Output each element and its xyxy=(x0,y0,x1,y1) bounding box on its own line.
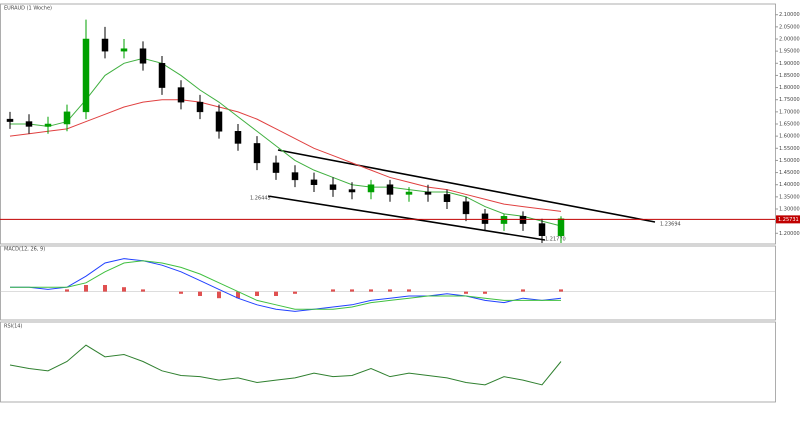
candle-body xyxy=(139,48,147,64)
y-tick-label: 1.20000 xyxy=(779,231,800,237)
candle-body xyxy=(272,162,280,173)
histogram-bar xyxy=(84,285,88,292)
macd-panel xyxy=(0,245,776,321)
histogram-bar xyxy=(179,291,183,294)
histogram-bar xyxy=(65,289,69,292)
candle-body xyxy=(234,131,242,144)
candle-body xyxy=(443,194,451,202)
candle-body xyxy=(310,179,318,185)
candle-body xyxy=(386,184,394,195)
y-tick-label: 1.45000 xyxy=(779,170,800,176)
candle-body xyxy=(253,143,261,164)
y-tick-label: 1.95000 xyxy=(779,49,800,55)
y-tick-label: 1.55000 xyxy=(779,146,800,152)
histogram-bar xyxy=(217,291,221,299)
candle-body xyxy=(538,223,546,236)
y-tick-label: 1.80000 xyxy=(779,85,800,91)
y-tick-label: 1.90000 xyxy=(779,61,800,67)
macd-title: MACD(12, 26, 9) xyxy=(4,247,45,253)
candle-body xyxy=(101,38,109,52)
signal-line xyxy=(10,260,561,310)
candle-body xyxy=(329,184,337,190)
candle-body xyxy=(405,191,413,195)
histogram-bar xyxy=(255,291,259,296)
candle-body xyxy=(291,172,299,181)
y-tick-label: 1.30000 xyxy=(779,207,800,213)
histogram-bar xyxy=(274,291,278,296)
y-tick-label: 2.00000 xyxy=(779,37,800,43)
candle-body xyxy=(177,87,185,103)
candle-body xyxy=(158,63,166,88)
candle-body xyxy=(557,218,565,236)
candle-body xyxy=(481,213,489,224)
histogram-bar xyxy=(331,289,335,292)
histogram-bar xyxy=(350,289,354,292)
candle-body xyxy=(500,216,508,224)
candle-body xyxy=(25,121,33,127)
histogram-bar xyxy=(293,291,297,294)
rsi-line xyxy=(9,344,562,386)
histogram-bar xyxy=(464,291,468,294)
y-tick-label: 2.05000 xyxy=(779,24,800,30)
price-label-box xyxy=(776,215,800,224)
y-tick-label: 1.40000 xyxy=(779,182,800,188)
histogram-bar xyxy=(103,285,107,292)
candle-body xyxy=(348,189,356,193)
candle-body xyxy=(196,101,204,113)
candle-body xyxy=(6,118,14,122)
histogram-bar xyxy=(141,289,145,292)
rsi-panel xyxy=(0,321,776,403)
candle-body xyxy=(63,111,71,125)
channel-upper xyxy=(277,149,656,223)
histogram-bar xyxy=(122,287,126,292)
annotation: 1.23694 xyxy=(660,222,681,228)
candle-body xyxy=(424,191,432,195)
y-tick-label: 1.60000 xyxy=(779,134,800,140)
annotation: 1.26445 xyxy=(250,196,271,202)
rsi-title: RSI(14) xyxy=(4,324,22,330)
histogram-bar xyxy=(483,291,487,294)
histogram-bar xyxy=(559,289,563,292)
candle-body xyxy=(120,48,128,52)
y-tick-label: 1.70000 xyxy=(779,109,800,115)
annotation: 1.21770 xyxy=(545,237,566,243)
y-tick-label: 1.65000 xyxy=(779,122,800,128)
y-tick-label: 1.75000 xyxy=(779,97,800,103)
histogram-bar xyxy=(407,289,411,292)
histogram-bar xyxy=(236,291,240,299)
histogram-bar xyxy=(521,289,525,292)
candle-body xyxy=(367,184,375,193)
price-label: 1.25731 xyxy=(778,217,799,223)
moving-average xyxy=(10,57,562,227)
candle-body xyxy=(462,201,470,215)
y-tick-label: 1.35000 xyxy=(779,194,800,200)
candle-body xyxy=(519,216,527,224)
histogram-bar xyxy=(369,289,373,292)
candle-body xyxy=(44,123,52,127)
y-tick-label: 2.10000 xyxy=(779,12,800,18)
y-tick-label: 1.50000 xyxy=(779,158,800,164)
candle-body xyxy=(215,111,223,132)
histogram-bar xyxy=(388,289,392,292)
moving-average xyxy=(9,99,562,212)
candle-body xyxy=(82,38,90,113)
channel-lower xyxy=(267,195,546,241)
chart-title: EURAUD (1 Woche) xyxy=(4,6,52,12)
y-tick-label: 1.85000 xyxy=(779,73,800,79)
histogram-bar xyxy=(198,291,202,296)
